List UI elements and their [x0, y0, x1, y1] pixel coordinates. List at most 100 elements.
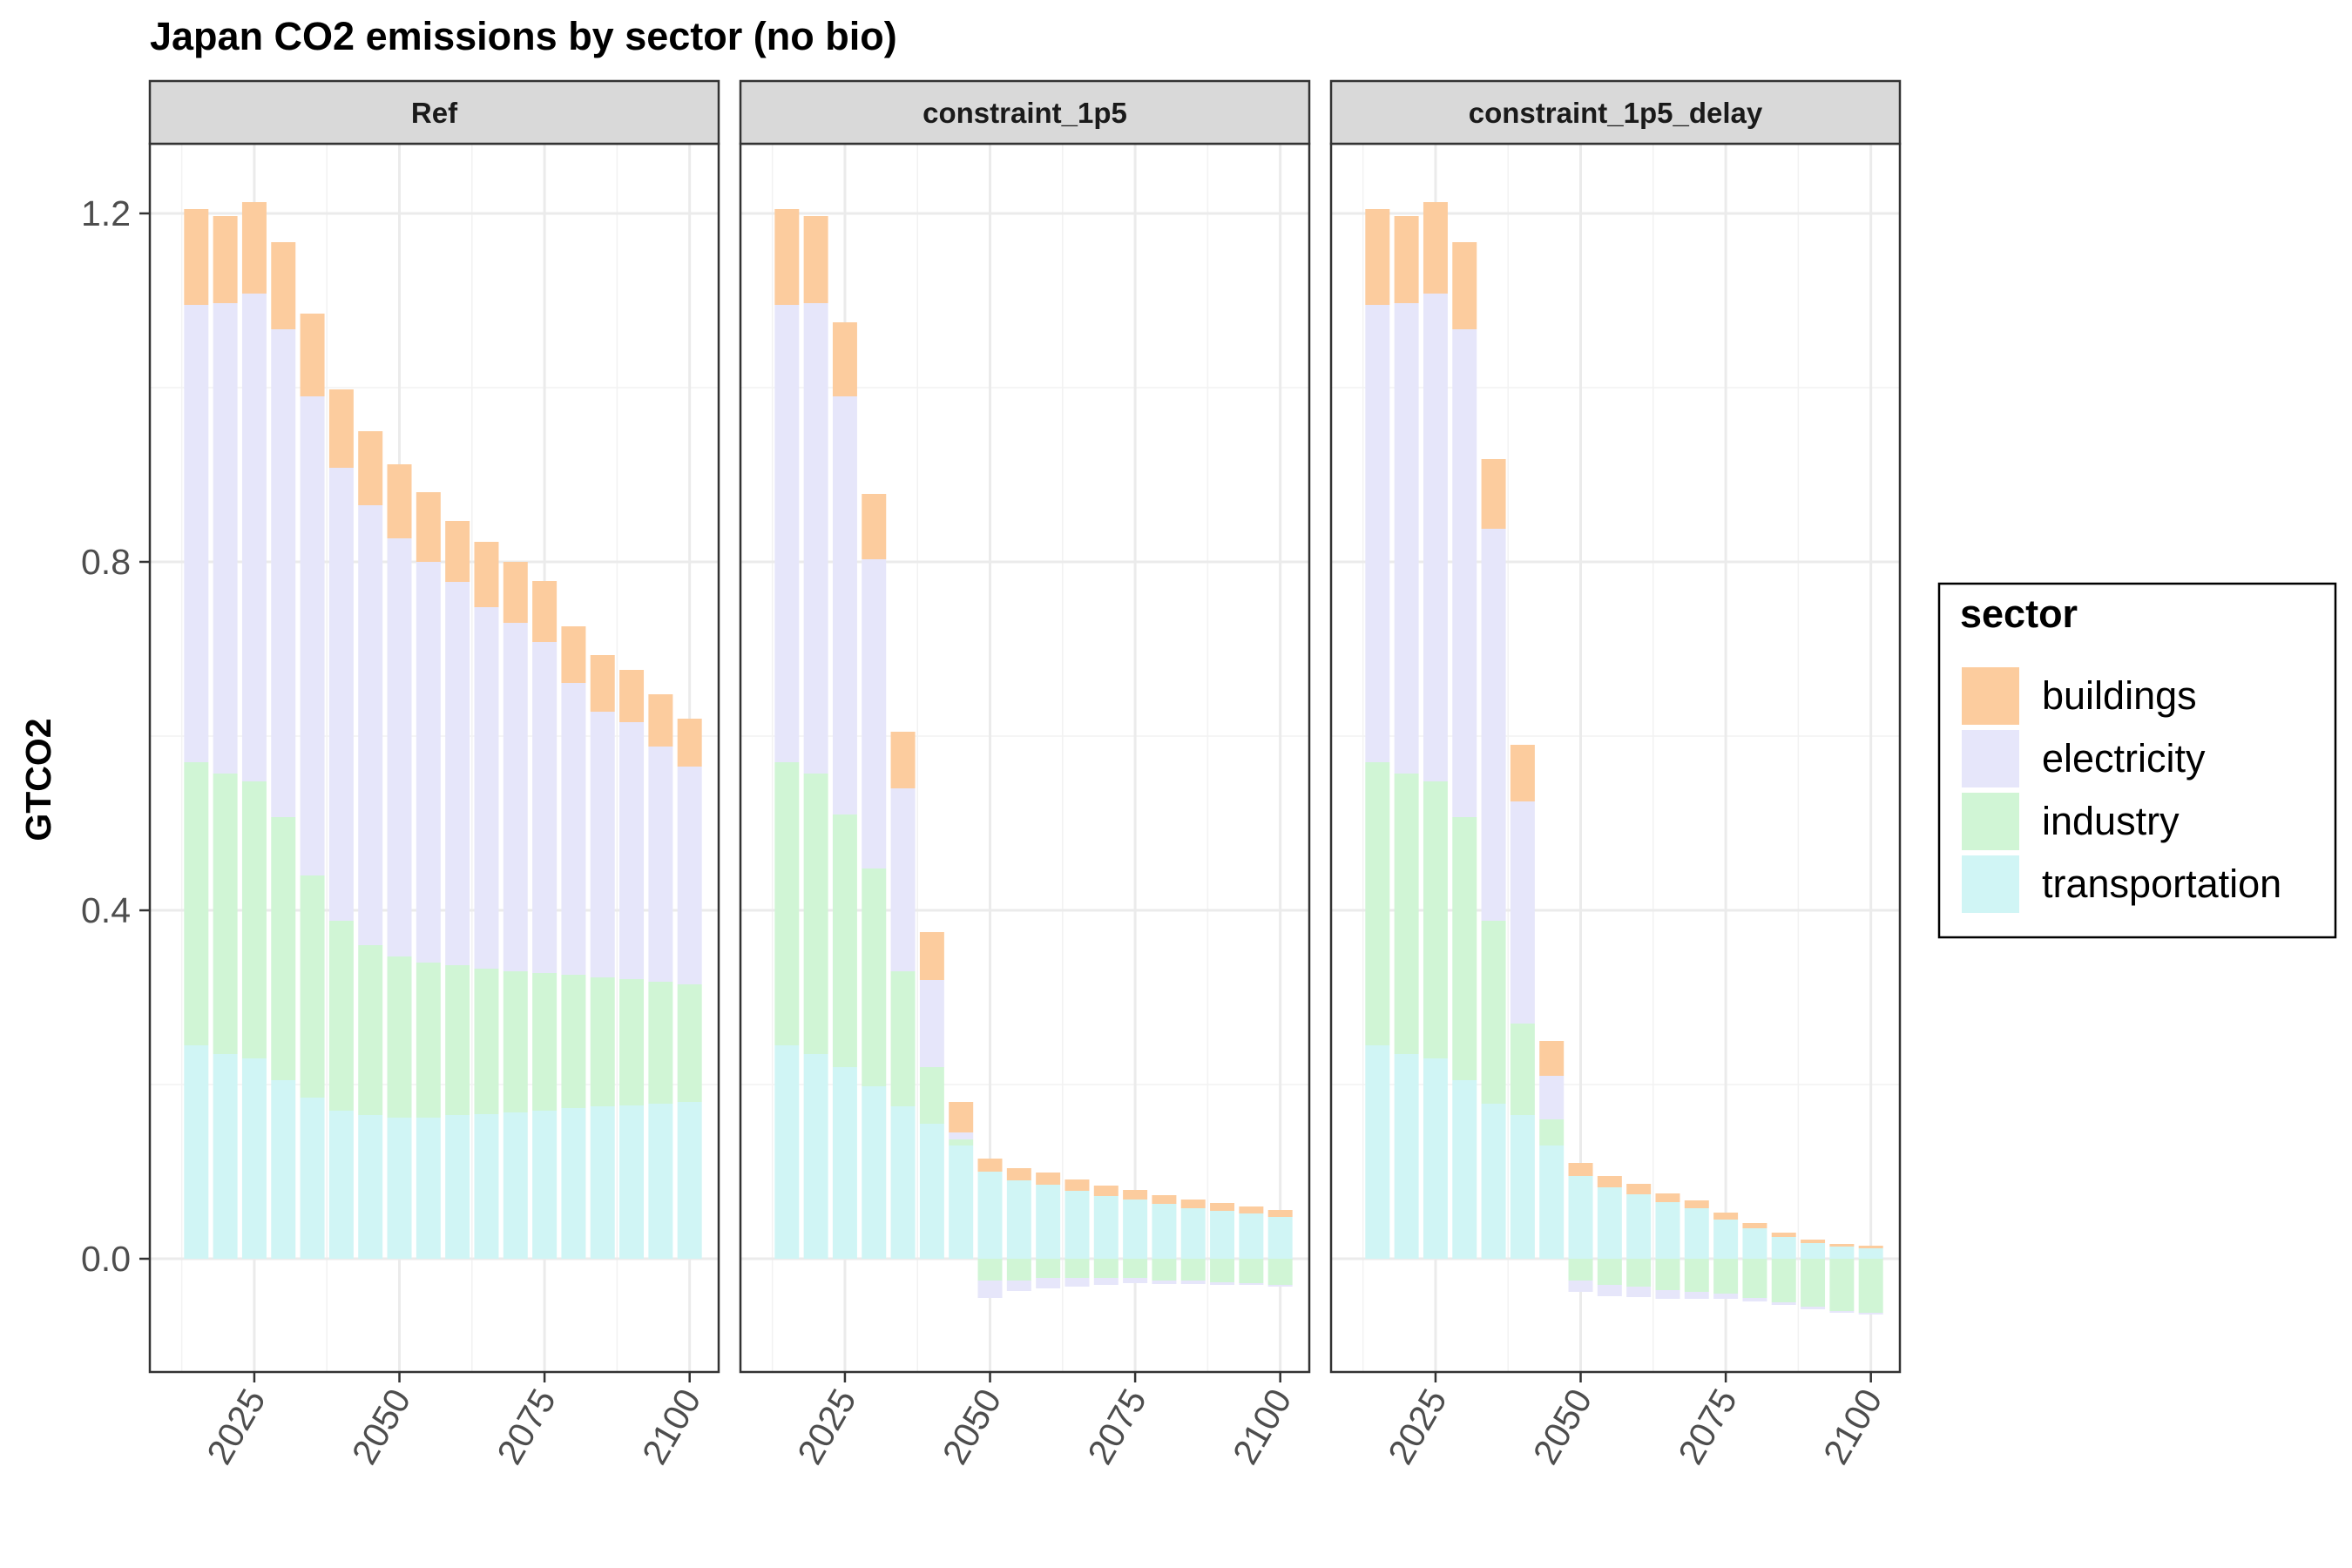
bar-segment-electricity [1210, 1282, 1235, 1285]
bar-segment-industry [1858, 1259, 1883, 1313]
bar-segment-transportation [1626, 1194, 1652, 1259]
bar-segment-electricity [890, 788, 916, 971]
bar-segment-transportation [1210, 1211, 1235, 1259]
bar-segment-industry [1423, 781, 1448, 1058]
bar-segment-industry [503, 971, 528, 1112]
facet-strip-label: constraint_1p5_delay [1469, 97, 1763, 129]
bar-segment-industry [241, 781, 267, 1058]
bar-segment-industry [1093, 1259, 1119, 1278]
bar-segment-buildings [1481, 459, 1506, 529]
x-tick-label: 2075 [1670, 1382, 1744, 1471]
bar-segment-electricity [1510, 801, 1535, 1024]
bar-segment-industry [648, 982, 673, 1104]
bar-segment-transportation [862, 1086, 887, 1259]
legend-label-industry: industry [2042, 799, 2180, 843]
bar-segment-transportation [1801, 1243, 1826, 1259]
bar-segment-buildings [1123, 1190, 1148, 1200]
bar-segment-industry [1829, 1259, 1855, 1311]
bar-segment-electricity [1365, 305, 1390, 762]
bar-segment-electricity [271, 329, 296, 817]
bar-segment-industry [387, 956, 412, 1118]
bar-segment-transportation [1684, 1208, 1709, 1259]
bar-segment-transportation [241, 1058, 267, 1259]
bar-segment-industry [862, 868, 887, 1086]
bar-segment-transportation [1597, 1187, 1622, 1259]
bar-segment-transportation [774, 1045, 800, 1259]
bar-segment-electricity [1152, 1281, 1177, 1284]
bar-segment-buildings [890, 732, 916, 788]
facet-panels: Ref 2025 2050 2075 2100 constraint_1p5 2025 205… [81, 79, 1902, 1471]
bar-segment-transportation [1064, 1191, 1090, 1259]
bar-segment-industry [1267, 1259, 1293, 1285]
bar-segment-buildings [1626, 1184, 1652, 1194]
bar-segment-transportation [890, 1106, 916, 1259]
bar-segment-electricity [1180, 1281, 1206, 1284]
bar-segment-electricity [977, 1281, 1003, 1298]
bar-segment-industry [1684, 1259, 1709, 1292]
bar-segment-transportation [271, 1080, 296, 1259]
x-tick-label: 2100 [1815, 1382, 1889, 1471]
y-tick-label: 0.0 [81, 1239, 131, 1279]
bar-segment-buildings [1771, 1233, 1796, 1237]
bar-segment-electricity [1539, 1076, 1565, 1119]
bar-segment-electricity [184, 305, 209, 762]
bar-segment-transportation [1858, 1248, 1883, 1259]
bars [1365, 202, 1883, 1315]
bar-segment-transportation [977, 1172, 1003, 1259]
bar-segment-electricity [1684, 1292, 1709, 1299]
bar-segment-buildings [1152, 1195, 1177, 1204]
bar-segment-electricity [1423, 294, 1448, 781]
bar-segment-industry [300, 875, 325, 1098]
facet-strip [148, 79, 720, 145]
bar-segment-transportation [1568, 1176, 1593, 1259]
facet-panel: constraint_1p5 2025 2050 2075 2100 [739, 79, 1311, 1470]
bar-segment-industry [1123, 1259, 1148, 1278]
bar-segment-transportation [619, 1105, 645, 1259]
bar-segment-transportation [1742, 1228, 1767, 1259]
bar-segment-industry [1771, 1259, 1796, 1302]
bar-segment-buildings [271, 242, 296, 329]
bar-segment-electricity [832, 396, 857, 814]
bar-segment-electricity [1568, 1281, 1593, 1292]
bar-segment-buildings [1210, 1203, 1235, 1211]
facet-strip [739, 79, 1311, 145]
bar-segment-transportation [1510, 1115, 1535, 1259]
bar-segment-transportation [1481, 1104, 1506, 1259]
bar-segment-industry [1210, 1259, 1235, 1282]
bar-segment-industry [1568, 1259, 1593, 1281]
bar-segment-industry [1239, 1259, 1264, 1283]
bar-segment-transportation [300, 1098, 325, 1259]
bar-segment-electricity [590, 712, 615, 977]
bar-segment-industry [1365, 762, 1390, 1045]
bar-segment-electricity [1239, 1283, 1264, 1285]
bar-segment-electricity [1742, 1298, 1767, 1301]
y-tick-label: 0.8 [81, 542, 131, 582]
bar-segment-transportation [832, 1067, 857, 1259]
bar-segment-buildings [1597, 1176, 1622, 1187]
bar-segment-industry [949, 1139, 974, 1146]
bar-segment-electricity [619, 722, 645, 979]
bar-segment-buildings [1539, 1041, 1565, 1076]
bar-segment-industry [1597, 1259, 1622, 1285]
x-tick-label: 2050 [344, 1382, 418, 1471]
bar-segment-industry [271, 817, 296, 1080]
bar-segment-buildings [1452, 242, 1477, 329]
bar-segment-electricity [774, 305, 800, 762]
bar-segment-electricity [1006, 1281, 1031, 1291]
bar-segment-industry [1006, 1259, 1031, 1281]
bar-segment-transportation [184, 1045, 209, 1259]
bar-segment-industry [890, 971, 916, 1106]
bar-segment-buildings [1394, 216, 1419, 303]
bar-segment-buildings [919, 932, 944, 980]
bar-segment-industry [919, 1067, 944, 1124]
bar-segment-electricity [1452, 329, 1477, 817]
bar-segment-buildings [1064, 1179, 1090, 1191]
bar-segment-transportation [416, 1118, 441, 1259]
facet-strip-label: constraint_1p5 [923, 97, 1127, 129]
bar-segment-buildings [1365, 209, 1390, 305]
bar-segment-electricity [474, 607, 499, 969]
bar-segment-industry [328, 921, 354, 1111]
bar-segment-buildings [416, 492, 441, 562]
bar-segment-transportation [1394, 1054, 1419, 1259]
bar-segment-industry [1510, 1024, 1535, 1115]
